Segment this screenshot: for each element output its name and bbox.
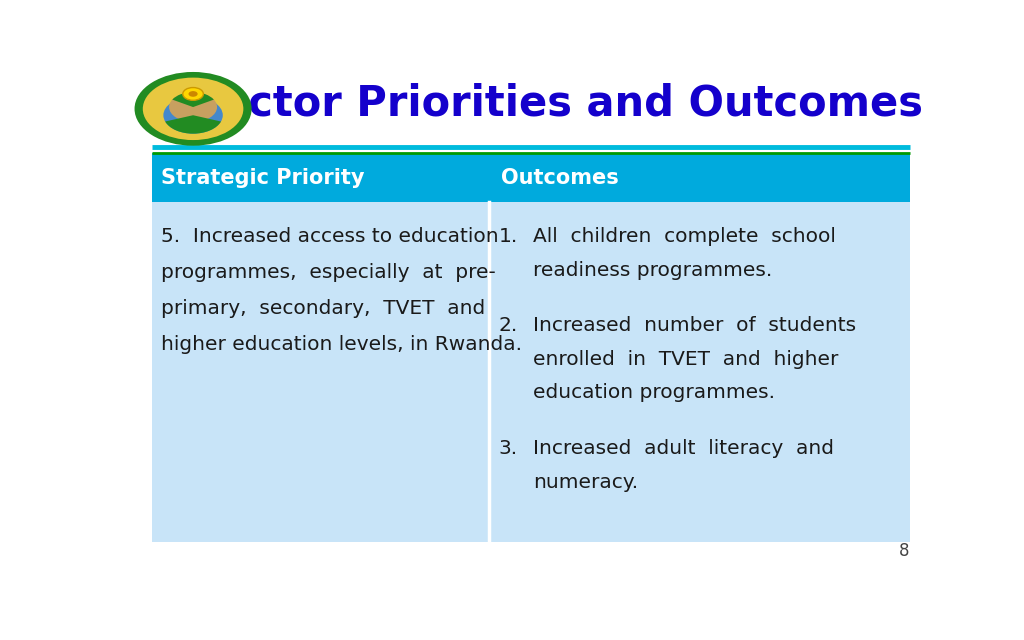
Text: 8: 8 — [899, 541, 909, 560]
Text: education programmes.: education programmes. — [532, 383, 775, 403]
Text: 3.: 3. — [499, 439, 518, 458]
Text: readiness programmes.: readiness programmes. — [532, 260, 772, 280]
Circle shape — [169, 92, 217, 122]
Circle shape — [183, 88, 204, 100]
Text: Increased  adult  literacy  and: Increased adult literacy and — [532, 439, 834, 458]
Circle shape — [164, 97, 223, 134]
Text: numeracy.: numeracy. — [532, 472, 638, 492]
FancyBboxPatch shape — [152, 202, 909, 543]
Wedge shape — [172, 92, 214, 107]
Circle shape — [136, 74, 250, 144]
Text: Increased  number  of  students: Increased number of students — [532, 316, 856, 335]
Wedge shape — [165, 115, 221, 134]
Text: Sector Priorities and Outcomes: Sector Priorities and Outcomes — [190, 83, 923, 125]
Text: 5.  Increased access to education: 5. Increased access to education — [162, 227, 499, 246]
Text: enrolled  in  TVET  and  higher: enrolled in TVET and higher — [532, 350, 838, 369]
Text: Outcomes: Outcomes — [501, 168, 618, 188]
Text: higher education levels, in Rwanda.: higher education levels, in Rwanda. — [162, 335, 522, 354]
Text: Strategic Priority: Strategic Priority — [162, 168, 365, 188]
Text: programmes,  especially  at  pre-: programmes, especially at pre- — [162, 263, 496, 282]
Text: 1.: 1. — [499, 227, 518, 246]
FancyBboxPatch shape — [152, 153, 909, 202]
Text: All  children  complete  school: All children complete school — [532, 227, 836, 246]
Text: primary,  secondary,  TVET  and: primary, secondary, TVET and — [162, 299, 485, 318]
Circle shape — [142, 77, 244, 140]
Text: 2.: 2. — [499, 316, 518, 335]
Circle shape — [188, 91, 198, 97]
